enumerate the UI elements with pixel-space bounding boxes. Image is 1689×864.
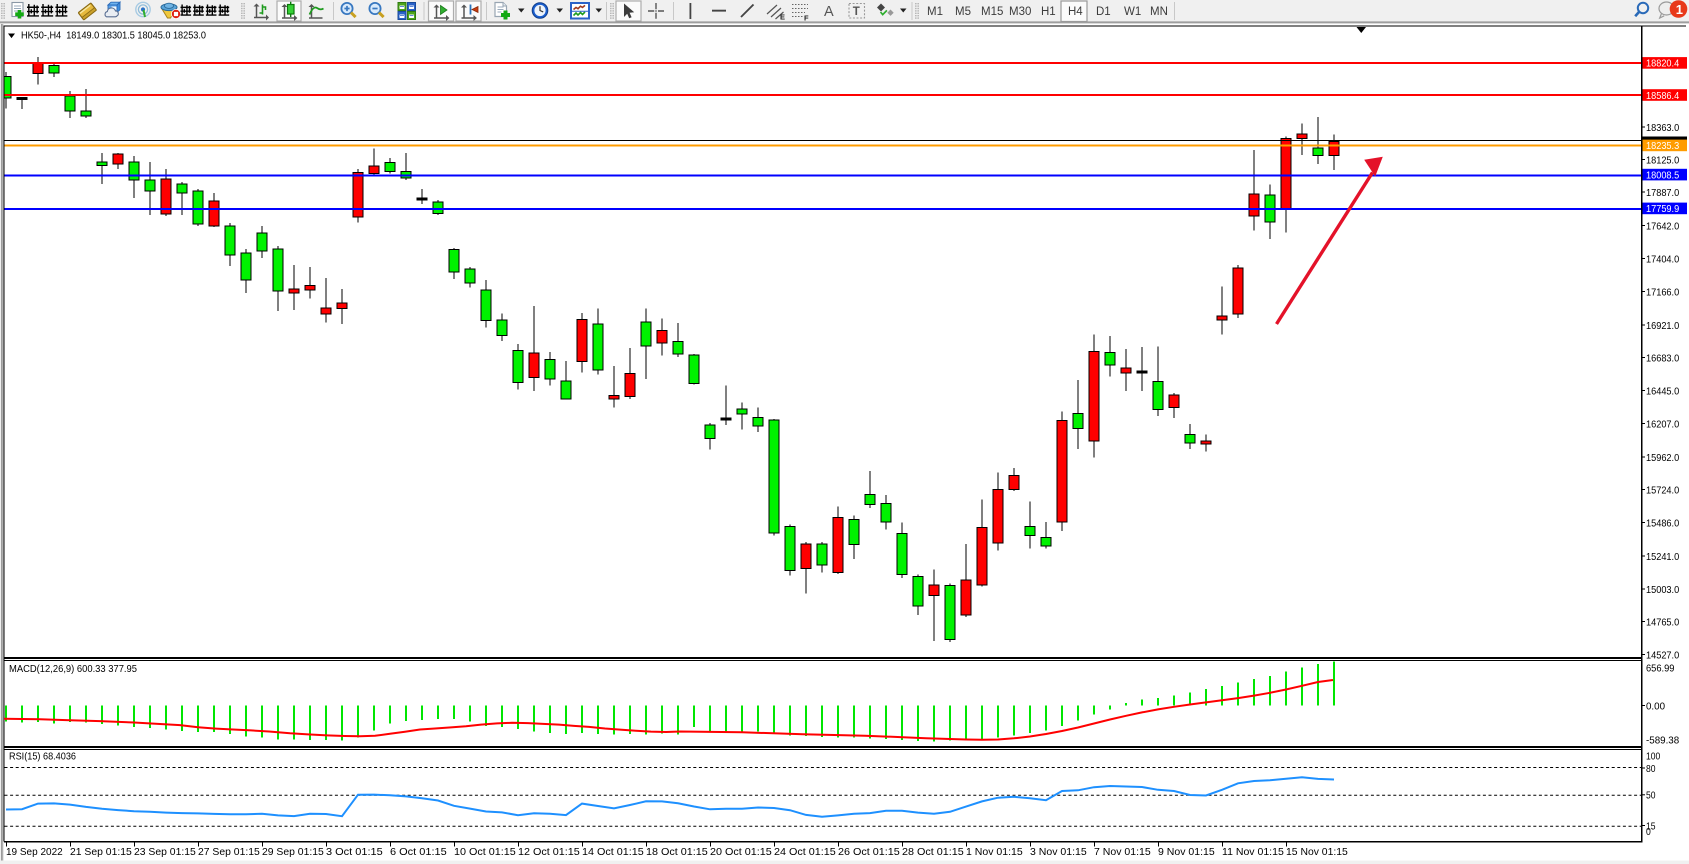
svg-text:T: T xyxy=(853,6,860,18)
svg-text:29 Sep 01:15: 29 Sep 01:15 xyxy=(262,846,324,858)
svg-text:15486.0: 15486.0 xyxy=(1646,517,1679,529)
svg-text:14 Oct 01:15: 14 Oct 01:15 xyxy=(582,846,644,858)
svg-text:0: 0 xyxy=(1646,826,1651,838)
svg-text:3 Oct 01:15: 3 Oct 01:15 xyxy=(326,846,383,858)
svg-text:17887.0: 17887.0 xyxy=(1646,187,1679,199)
svg-text:H1: H1 xyxy=(1041,6,1056,18)
svg-text:80: 80 xyxy=(1646,763,1656,775)
svg-text:24 Oct 01:15: 24 Oct 01:15 xyxy=(774,846,836,858)
svg-text:1: 1 xyxy=(1676,2,1683,17)
svg-text:M1: M1 xyxy=(927,6,943,18)
svg-text:16207.0: 16207.0 xyxy=(1646,418,1679,430)
svg-text:15 Nov 01:15: 15 Nov 01:15 xyxy=(1286,846,1348,858)
svg-text:18 Oct 01:15: 18 Oct 01:15 xyxy=(646,846,708,858)
svg-text:18820.4: 18820.4 xyxy=(1646,58,1679,70)
svg-text:17759.9: 17759.9 xyxy=(1646,203,1679,215)
svg-text:18008.5: 18008.5 xyxy=(1646,169,1679,181)
svg-text:15: 15 xyxy=(1646,820,1656,832)
svg-text:16683.0: 16683.0 xyxy=(1646,352,1679,364)
svg-text:F: F xyxy=(804,14,809,23)
svg-text:-589.38: -589.38 xyxy=(1646,734,1679,746)
svg-text:20 Oct 01:15: 20 Oct 01:15 xyxy=(710,846,772,858)
svg-text:18586.4: 18586.4 xyxy=(1646,90,1679,102)
svg-text:12 Oct 01:15: 12 Oct 01:15 xyxy=(518,846,580,858)
svg-text:3 Nov 01:15: 3 Nov 01:15 xyxy=(1030,846,1087,858)
svg-text:16921.0: 16921.0 xyxy=(1646,320,1679,332)
svg-text:14765.0: 14765.0 xyxy=(1646,616,1679,628)
svg-text:11 Nov 01:15: 11 Nov 01:15 xyxy=(1222,846,1284,858)
svg-text:RSI(15) 68.4036: RSI(15) 68.4036 xyxy=(9,751,76,763)
svg-text:MACD(12,26,9) 600.33 377.95: MACD(12,26,9) 600.33 377.95 xyxy=(9,663,137,675)
svg-text:17404.0: 17404.0 xyxy=(1646,253,1679,265)
svg-text:9 Nov 01:15: 9 Nov 01:15 xyxy=(1158,846,1215,858)
svg-text:A: A xyxy=(824,4,834,20)
svg-text:19 Sep 2022: 19 Sep 2022 xyxy=(6,846,63,858)
svg-text:14527.0: 14527.0 xyxy=(1646,649,1679,661)
svg-text:28 Oct 01:15: 28 Oct 01:15 xyxy=(902,846,964,858)
svg-text:H4: H4 xyxy=(1068,6,1083,18)
svg-text:W1: W1 xyxy=(1124,6,1141,18)
svg-text:656.99: 656.99 xyxy=(1646,662,1675,674)
svg-text:HK50-,H4 18149.0 18301.5 1804: HK50-,H4 18149.0 18301.5 18045.0 18253.0 xyxy=(21,29,206,41)
svg-text:10 Oct 01:15: 10 Oct 01:15 xyxy=(454,846,516,858)
svg-text:26 Oct 01:15: 26 Oct 01:15 xyxy=(838,846,900,858)
svg-text:0.00: 0.00 xyxy=(1646,700,1665,712)
svg-text:15724.0: 15724.0 xyxy=(1646,484,1679,496)
svg-text:M5: M5 xyxy=(955,6,971,18)
svg-text:6 Oct 01:15: 6 Oct 01:15 xyxy=(390,846,447,858)
svg-text:15241.0: 15241.0 xyxy=(1646,551,1679,563)
svg-text:50: 50 xyxy=(1646,790,1656,802)
svg-text:21 Sep 01:15: 21 Sep 01:15 xyxy=(70,846,132,858)
svg-text:E: E xyxy=(780,13,785,22)
svg-text:18125.0: 18125.0 xyxy=(1646,154,1679,166)
svg-text:18363.0: 18363.0 xyxy=(1646,122,1679,134)
svg-text:7 Nov 01:15: 7 Nov 01:15 xyxy=(1094,846,1151,858)
svg-text:M30: M30 xyxy=(1009,6,1031,18)
svg-text:1 Nov 01:15: 1 Nov 01:15 xyxy=(966,846,1023,858)
svg-text:17642.0: 17642.0 xyxy=(1646,220,1679,232)
svg-text:100: 100 xyxy=(1646,751,1660,763)
svg-text:27 Sep 01:15: 27 Sep 01:15 xyxy=(198,846,260,858)
svg-text:17166.0: 17166.0 xyxy=(1646,286,1679,298)
svg-text:MN: MN xyxy=(1150,6,1168,18)
svg-text:16445.0: 16445.0 xyxy=(1646,385,1679,397)
svg-text:23 Sep 01:15: 23 Sep 01:15 xyxy=(134,846,196,858)
svg-text:15003.0: 15003.0 xyxy=(1646,584,1679,596)
svg-text:18235.3: 18235.3 xyxy=(1646,140,1679,152)
svg-text:M15: M15 xyxy=(981,6,1003,18)
svg-text:15962.0: 15962.0 xyxy=(1646,452,1679,464)
svg-text:D1: D1 xyxy=(1096,6,1111,18)
